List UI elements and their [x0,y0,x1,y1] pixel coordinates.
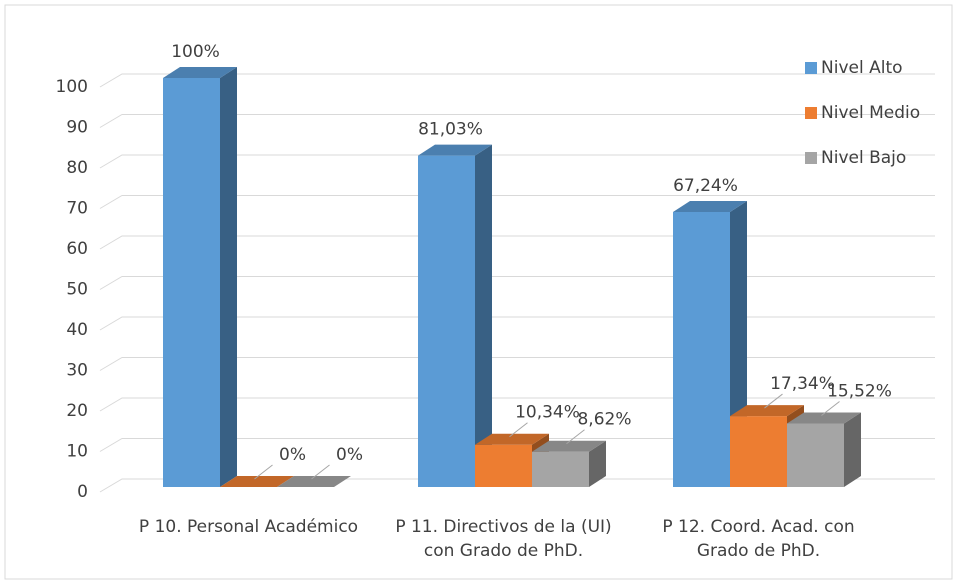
legend-label: Nivel Medio [821,103,920,123]
data-label: 8,62% [577,410,631,430]
bar-front [532,451,589,487]
grid-line [99,235,935,250]
grid-line [99,397,935,412]
bar-side [220,67,237,487]
bar-front [673,211,730,487]
data-label: 17,34% [770,374,835,394]
y-tick-label: 30 [66,361,88,381]
data-label: 81,03% [418,120,483,140]
leader-line [764,393,783,409]
data-label: 15,52% [827,382,892,402]
grid-line [99,357,935,371]
leader-line [254,464,273,480]
bar-top [532,440,606,452]
grid-line [99,438,935,452]
y-tick-label: 20 [66,401,88,421]
data-label: 100% [171,42,220,62]
data-label: 0% [336,445,363,465]
bar-front [418,155,475,488]
bar-top [787,412,861,424]
data-label: 0% [279,445,306,465]
bar-side [844,412,861,487]
bar-front [730,416,787,487]
chart-border [4,4,953,580]
grid-line [99,73,935,88]
data-label: 67,24% [673,176,738,196]
bar-top [475,433,549,445]
bar-side [475,144,492,488]
bar-top [730,405,804,417]
grid-line [99,276,935,290]
data-label: 10,34% [515,403,580,423]
y-tick-label: 70 [66,199,88,219]
bar-front [475,444,532,487]
grid-line [99,316,935,331]
grid-line [99,195,935,209]
bar-top [418,144,492,156]
legend-swatch [805,107,817,119]
x-tick-label: P 10. Personal Académico [138,517,359,537]
y-tick-label: 60 [66,239,88,259]
bar-side [589,440,606,487]
bar-front [163,78,220,487]
bar-top [673,200,747,212]
y-tick-label: 0 [77,482,88,502]
x-tick-label: P 12. Coord. Acad. con Grado de PhD. [662,517,855,561]
leader-line [566,429,585,445]
leader-line [311,464,330,480]
y-tick-label: 90 [66,118,88,138]
y-tick-label: 50 [66,280,88,300]
grid-line [99,114,935,128]
y-tick-label: 80 [66,158,88,178]
bar-front [787,423,844,487]
leader-line [821,401,840,416]
grid-line [99,154,935,169]
bar-top [220,476,294,487]
legend-swatch [805,62,817,74]
leader-line [509,422,528,438]
y-tick-label: 100 [56,77,88,97]
grid-line [99,478,935,493]
x-tick-label: P 11. Directivos de la (UI) con Grado de… [395,517,612,561]
y-tick-label: 10 [66,442,88,462]
legend-swatch [805,152,817,164]
bar-top [163,67,237,78]
y-tick-label: 40 [66,320,88,340]
bar-top [277,476,351,487]
legend-label: Nivel Bajo [821,148,906,168]
legend-label: Nivel Alto [821,58,903,78]
